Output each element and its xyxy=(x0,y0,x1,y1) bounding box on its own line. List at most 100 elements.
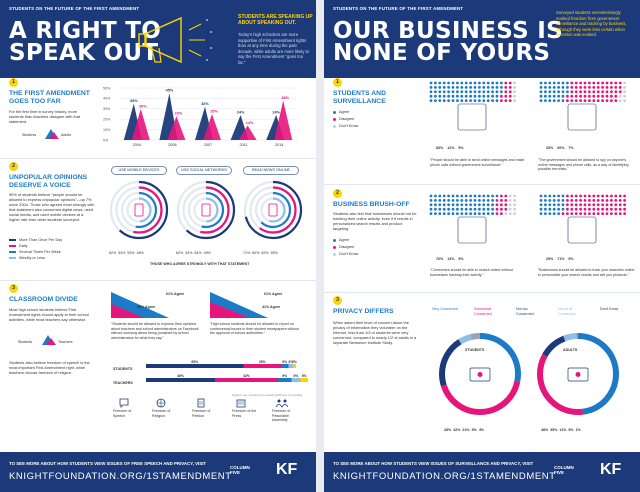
dot xyxy=(561,207,565,211)
footer-link[interactable]: KNIGHTFOUNDATION.ORG/1STAMENDMENT xyxy=(9,471,232,482)
dot xyxy=(482,207,486,211)
dot xyxy=(552,94,556,98)
right-press: Freedom of the Press xyxy=(232,409,257,418)
dot xyxy=(610,207,613,211)
dot xyxy=(504,86,508,89)
section-3-text: When asked their level of concern about … xyxy=(333,320,417,345)
dot xyxy=(438,203,442,207)
dot xyxy=(544,94,547,98)
donut-students-label: STUDENTS xyxy=(465,348,485,352)
dot xyxy=(570,212,574,215)
dot xyxy=(456,203,459,207)
dot xyxy=(464,99,468,102)
bar-value-label: 5% xyxy=(282,360,287,364)
scale-very: Very Concerned xyxy=(432,307,458,311)
dot xyxy=(539,94,543,98)
dot xyxy=(429,207,433,211)
bar-value-label: 3% xyxy=(288,360,293,364)
dot xyxy=(469,90,472,94)
dot xyxy=(623,81,626,85)
x-tick-label: 2011 xyxy=(240,143,248,147)
dot xyxy=(460,212,464,215)
dot xyxy=(614,81,618,85)
dot xyxy=(508,99,512,102)
concentric-ring-charts xyxy=(109,180,303,240)
adults-triangle xyxy=(203,114,221,140)
dot xyxy=(605,212,609,215)
ring-values-2: 62% 54% 54% 49% xyxy=(176,251,211,255)
dot xyxy=(469,99,472,102)
dot xyxy=(618,199,622,202)
quote-business-2: "Businesses should be allowed to track y… xyxy=(538,268,635,277)
dot xyxy=(614,203,618,207)
dot xyxy=(588,199,591,202)
dot xyxy=(610,90,613,94)
ring-arc xyxy=(193,197,219,223)
bar-teachers-label: TEACHERS xyxy=(113,381,133,385)
dot xyxy=(557,81,560,85)
dot xyxy=(447,203,450,207)
dot xyxy=(513,86,516,89)
dot xyxy=(583,199,587,202)
dot xyxy=(623,86,626,89)
section-3-title: PRIVACY DIFFERS xyxy=(333,308,394,315)
dot xyxy=(447,207,450,211)
dot xyxy=(548,86,552,89)
dot xyxy=(434,194,437,198)
section-2-number: 2 xyxy=(9,162,18,171)
dot xyxy=(614,86,618,89)
social-icon xyxy=(201,203,211,217)
legend-swatch-triangle xyxy=(45,129,59,139)
donut-segment xyxy=(439,333,521,415)
students-value-label: 45% xyxy=(166,89,174,93)
dot xyxy=(570,94,574,98)
dot xyxy=(544,99,547,102)
dot xyxy=(434,86,437,89)
dot xyxy=(539,207,543,211)
dot xyxy=(548,203,552,207)
bar-segment xyxy=(146,378,215,382)
dot xyxy=(623,203,626,207)
panel-divider xyxy=(316,0,324,492)
group-social-label: USE SOCIAL NETWORKS xyxy=(176,166,232,175)
lock-screen-icon xyxy=(567,367,589,382)
dot xyxy=(592,212,596,215)
eye-icon xyxy=(477,372,483,377)
dot xyxy=(486,90,490,94)
dot xyxy=(570,194,574,198)
y-tick-label: 30% xyxy=(103,107,111,111)
separator xyxy=(0,158,316,159)
dot xyxy=(548,90,552,94)
group-mobile-label: USE MOBILE DEVICES xyxy=(111,166,167,175)
dot xyxy=(438,199,442,202)
dot xyxy=(579,207,582,211)
section-3-number: 3 xyxy=(9,284,18,293)
dot xyxy=(544,90,547,94)
dot xyxy=(596,212,600,215)
dot xyxy=(618,203,622,207)
dot xyxy=(610,99,613,102)
eye-screen-icon xyxy=(469,367,491,382)
dot xyxy=(469,207,472,211)
dot xyxy=(588,203,591,207)
dot xyxy=(618,207,622,211)
ring-arc xyxy=(249,186,297,234)
dot xyxy=(618,86,622,89)
dot xyxy=(592,199,596,202)
dot xyxy=(447,81,450,85)
dot xyxy=(544,194,547,198)
business-legend: Agree Disagree Don't Know xyxy=(333,238,358,256)
dot xyxy=(460,194,464,198)
dot xyxy=(500,212,503,215)
dot xyxy=(447,90,450,94)
dot xyxy=(583,94,587,98)
quote-2: "High school students should be allowed … xyxy=(210,322,299,335)
dot xyxy=(500,194,503,198)
dot xyxy=(478,81,481,85)
dot xyxy=(482,86,486,89)
dot xyxy=(561,212,565,215)
scale-not-at-all: Not at all Concerned xyxy=(558,307,576,316)
dot xyxy=(552,90,556,94)
dot xyxy=(539,81,543,85)
footer-link[interactable]: KNIGHTFOUNDATION.ORG/1STAMENDMENT xyxy=(333,471,556,482)
